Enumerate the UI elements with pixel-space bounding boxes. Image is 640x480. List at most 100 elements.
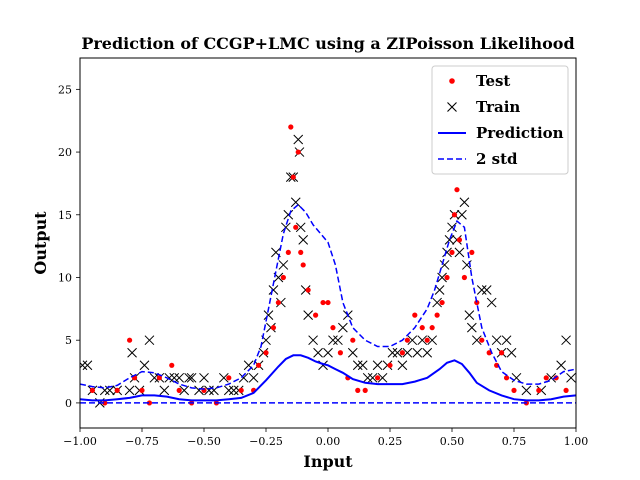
train-point [466,322,477,333]
y-tick-label: 25 [58,83,72,96]
x-axis-label: Input [303,452,353,471]
train-point [159,385,170,396]
test-point [290,174,296,180]
x-axis: −1.00 −0.75 −0.50 −0.25 0.00 0.25 0.50 0.75 1.00 [63,428,588,448]
legend-label-test: Test [476,72,510,90]
train-point [184,372,194,383]
test-point [238,387,244,393]
train-point [278,260,289,270]
test-point [139,387,145,393]
std-line [80,203,576,390]
legend-marker-test [449,78,455,84]
train-point [457,209,467,220]
train-point [397,360,408,371]
x-tick-label: 1.00 [564,435,589,448]
test-point [387,362,393,368]
train-point [501,335,512,346]
train-point [459,197,470,208]
train-point [347,347,358,358]
x-tick-label: 0.25 [378,435,403,448]
test-point [439,299,445,306]
train-point [427,335,438,346]
train-point [243,360,254,371]
train-point [481,285,492,295]
test-point [536,387,542,393]
train-point [444,235,455,245]
train-point [392,347,403,358]
y-tick-label: 10 [58,271,72,284]
test-point [298,249,304,256]
test-point [362,387,368,393]
train-point [417,335,428,346]
train-point [283,209,294,220]
legend-marker-train [447,102,457,112]
test-point [355,387,361,393]
test-point [404,337,410,343]
train-point [124,385,135,396]
test-point [474,299,480,306]
train-point [352,360,363,371]
train-point [80,360,88,371]
train-point [437,272,447,283]
train-point [174,372,185,383]
train-point [323,347,333,358]
test-point [263,350,269,356]
test-point [127,337,133,343]
train-point [268,285,279,295]
train-point [144,335,155,346]
y-axis: 0 5 10 15 20 25 [58,83,80,410]
train-point [491,335,502,346]
train-point [295,222,306,233]
test-point [350,337,356,343]
y-tick-label: 0 [65,397,72,410]
train-point [127,347,137,358]
test-point [461,274,467,281]
train-point [149,372,160,383]
test-point [456,237,463,243]
train-point [412,347,423,358]
test-point [375,375,381,381]
train-point [434,285,445,295]
train-point [387,347,398,358]
test-point [451,212,458,218]
train-point [186,372,197,383]
x-tick-label: −0.50 [187,435,221,448]
train-point [293,134,304,145]
test-point [300,262,306,268]
test-point [169,362,175,368]
test-point [146,400,153,406]
test-point [424,337,430,343]
train-point [506,347,517,358]
test-point [305,287,311,293]
train-point [228,385,239,396]
train-point [471,335,482,346]
test-point [280,274,286,281]
train-point [338,322,348,333]
train-point [82,360,93,371]
train-point [238,372,249,383]
test-point [429,325,435,331]
train-point [303,310,314,320]
train-point [313,347,323,358]
prediction-line [80,354,576,402]
test-point [313,312,319,318]
train-point [407,335,418,346]
test-point [114,387,120,393]
test-point [543,375,549,381]
y-tick-label: 5 [65,334,72,347]
train-point [561,335,571,346]
train-point [422,347,433,358]
train-point [447,222,457,233]
train-point [566,372,576,383]
train-point [328,335,338,346]
test-point [320,299,326,306]
test-point [494,362,500,368]
train-point [290,197,301,208]
train-point [280,222,291,233]
series-layer [80,124,576,408]
train-point [248,372,259,383]
train-point [164,372,175,383]
test-point [156,375,162,381]
test-point [563,387,569,393]
legend-box [431,65,569,175]
